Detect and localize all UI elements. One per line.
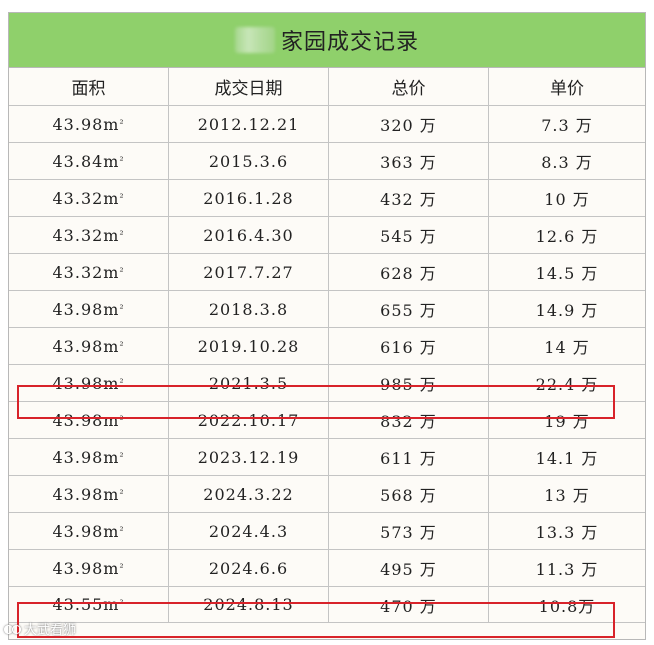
date-cell: 2024.8.13 [169, 587, 329, 622]
area-cell: 43.98m ² [9, 402, 169, 438]
date-cell: 2019.10.28 [169, 328, 329, 364]
table-row: 43.32m ² 2016.4.30 545 万 12.6 万 [9, 217, 645, 254]
superscript-two: ² [119, 266, 125, 278]
area-cell: 43.98m ² [9, 328, 169, 364]
unit-price-cell: 13 万 [544, 486, 590, 505]
total-price-cell: 628 万 [329, 254, 489, 290]
area-cell: 43.32m ² [9, 254, 169, 290]
date-cell: 2016.4.30 [169, 217, 329, 253]
transaction-table: 家园成交记录 面积 成交日期 总价 单价 43.98m ² 2012.12.21 32… [8, 12, 646, 640]
total-price-cell: 432 万 [329, 180, 489, 216]
table-title-text: 家园成交记录 [280, 30, 419, 55]
area-cell: 43.32m ² [9, 217, 169, 253]
total-price-cell: 611 万 [329, 439, 489, 475]
unit-price-cell: 10.8万 [538, 596, 596, 616]
header-date: 成交日期 [169, 68, 329, 105]
superscript-two: ² [119, 303, 125, 315]
unit-price-cell: 10 万 [544, 190, 590, 209]
superscript-two: ² [119, 525, 125, 537]
superscript-two: ² [119, 192, 125, 204]
unit-price-cell: 11.3 万 [535, 560, 599, 579]
unit-price-cell: 13.3 万 [535, 523, 599, 542]
area-cell: 43.98m ² [9, 513, 169, 549]
unit-price-cell: 22.4 万 [535, 375, 599, 394]
date-cell: 2016.1.28 [169, 180, 329, 216]
date-cell: 2015.3.6 [169, 143, 329, 179]
table-row: 43.98m ² 2024.6.6 495 万 11.3 万 [9, 550, 645, 587]
unit-price-cell: 7.3 万 [541, 116, 593, 135]
table-row: 43.98m ² 2012.12.21 320 万 7.3 万 [9, 106, 645, 143]
total-price-cell: 545 万 [329, 217, 489, 253]
superscript-two: ² [119, 488, 125, 500]
date-cell: 2024.3.22 [169, 476, 329, 512]
superscript-two: ² [119, 599, 125, 610]
table-row: 43.55m ² 2024.8.13 470 万 10.8万 [9, 587, 645, 623]
unit-price-cell: 14.1 万 [535, 449, 599, 468]
table-row: 43.98m ² 2022.10.17 832 万 19 万 [9, 402, 645, 439]
area-cell: 43.84m ² [9, 143, 169, 179]
table-row: 43.32m ² 2017.7.27 628 万 14.5 万 [9, 254, 645, 291]
date-cell: 2017.7.27 [169, 254, 329, 290]
area-cell: 43.98m ² [9, 476, 169, 512]
total-price-cell: 832 万 [329, 402, 489, 438]
area-cell: 43.98m ² [9, 550, 169, 586]
table-title: 家园成交记录 [9, 13, 645, 68]
superscript-two: ² [119, 451, 125, 463]
area-cell: 43.98m ² [9, 439, 169, 475]
area-cell: 43.98m ² [9, 291, 169, 327]
total-price-cell: 495 万 [329, 550, 489, 586]
table-row: 43.98m ² 2024.3.22 568 万 13 万 [9, 476, 645, 513]
header-area: 面积 [9, 68, 169, 105]
unit-price-cell: 14.5 万 [535, 264, 599, 283]
total-price-cell: 616 万 [329, 328, 489, 364]
total-price-cell: 470 万 [329, 587, 489, 622]
area-cell: 43.98m ² [9, 106, 169, 142]
total-price-cell: 573 万 [329, 513, 489, 549]
blurred-name [234, 27, 275, 53]
glasses-icon [4, 622, 22, 636]
header-unit: 单价 [550, 79, 584, 99]
unit-price-cell: 12.6 万 [535, 227, 599, 246]
total-price-cell: 363 万 [329, 143, 489, 179]
table-row: 43.98m ² 2024.4.3 573 万 13.3 万 [9, 513, 645, 550]
superscript-two: ² [119, 340, 125, 352]
watermark-text: 大武看狮 [24, 623, 77, 638]
unit-price-cell: 8.3 万 [541, 153, 593, 172]
table-row: 43.84m ² 2015.3.6 363 万 8.3 万 [9, 143, 645, 180]
total-price-cell: 320 万 [329, 106, 489, 142]
date-cell: 2023.12.19 [169, 439, 329, 475]
superscript-two: ² [119, 229, 125, 241]
total-price-cell: 568 万 [329, 476, 489, 512]
table-row: 43.98m ² 2021.3.5 985 万 22.4 万 [9, 365, 645, 402]
date-cell: 2012.12.21 [169, 106, 329, 142]
unit-price-cell: 14 万 [544, 338, 590, 357]
date-cell: 2024.4.3 [169, 513, 329, 549]
date-cell: 2024.6.6 [169, 550, 329, 586]
table-row: 43.98m ² 2023.12.19 611 万 14.1 万 [9, 439, 645, 476]
superscript-two: ² [119, 562, 125, 574]
superscript-two: ² [119, 118, 125, 130]
superscript-two: ² [119, 414, 125, 426]
table-row: 43.98m ² 2019.10.28 616 万 14 万 [9, 328, 645, 365]
total-price-cell: 985 万 [329, 365, 489, 401]
area-cell: 43.55m ² [9, 587, 169, 622]
table-row: 43.32m ² 2016.1.28 432 万 10 万 [9, 180, 645, 217]
table-row: 43.98m ² 2018.3.8 655 万 14.9 万 [9, 291, 645, 328]
area-cell: 43.98m ² [9, 365, 169, 401]
header-total: 总价 [329, 68, 489, 105]
area-cell: 43.32m ² [9, 180, 169, 216]
total-price-cell: 655 万 [329, 291, 489, 327]
header-row: 面积 成交日期 总价 单价 [9, 68, 645, 106]
superscript-two: ² [119, 155, 125, 167]
date-cell: 2022.10.17 [169, 402, 329, 438]
unit-price-cell: 19 万 [544, 412, 590, 431]
superscript-two: ² [119, 377, 125, 389]
watermark: 大武看狮 [4, 619, 76, 638]
unit-price-cell: 14.9 万 [535, 301, 599, 320]
date-cell: 2021.3.5 [169, 365, 329, 401]
date-cell: 2018.3.8 [169, 291, 329, 327]
